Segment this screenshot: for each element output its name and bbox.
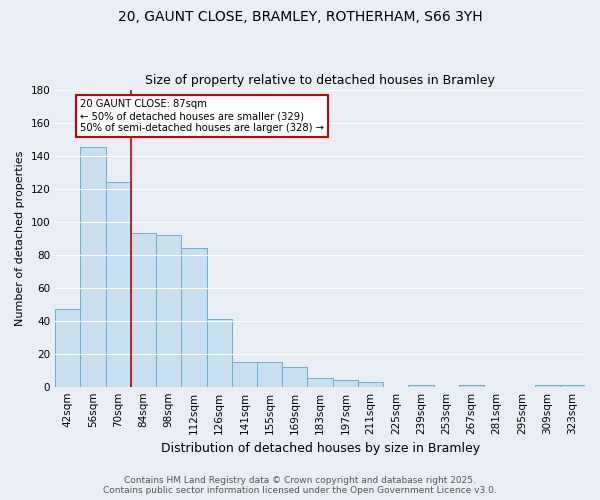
- Bar: [257, 362, 282, 386]
- Bar: [55, 309, 80, 386]
- Bar: [131, 233, 156, 386]
- Text: 20 GAUNT CLOSE: 87sqm
← 50% of detached houses are smaller (329)
50% of semi-det: 20 GAUNT CLOSE: 87sqm ← 50% of detached …: [80, 100, 325, 132]
- Bar: [459, 385, 484, 386]
- Title: Size of property relative to detached houses in Bramley: Size of property relative to detached ho…: [145, 74, 495, 87]
- Text: Contains HM Land Registry data © Crown copyright and database right 2025.
Contai: Contains HM Land Registry data © Crown c…: [103, 476, 497, 495]
- Bar: [156, 235, 181, 386]
- Bar: [106, 182, 131, 386]
- Bar: [206, 319, 232, 386]
- Bar: [181, 248, 206, 386]
- X-axis label: Distribution of detached houses by size in Bramley: Distribution of detached houses by size …: [161, 442, 479, 455]
- Bar: [332, 380, 358, 386]
- Bar: [409, 385, 434, 386]
- Text: 20, GAUNT CLOSE, BRAMLEY, ROTHERHAM, S66 3YH: 20, GAUNT CLOSE, BRAMLEY, ROTHERHAM, S66…: [118, 10, 482, 24]
- Bar: [80, 148, 106, 386]
- Bar: [282, 367, 307, 386]
- Bar: [232, 362, 257, 386]
- Bar: [560, 385, 585, 386]
- Bar: [358, 382, 383, 386]
- Y-axis label: Number of detached properties: Number of detached properties: [15, 150, 25, 326]
- Bar: [535, 385, 560, 386]
- Bar: [307, 378, 332, 386]
